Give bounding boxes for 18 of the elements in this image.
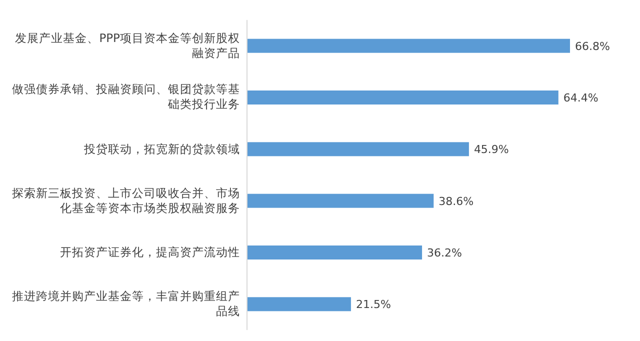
y-tick-label: 推进跨境并购产业基金等，丰富并购重组产品线 <box>11 289 240 320</box>
y-tick-label: 开拓资产证券化，提高资产流动性 <box>60 244 240 260</box>
bar <box>247 38 570 53</box>
data-label: 66.8% <box>575 40 610 53</box>
y-tick-label: 探索新三板投资、上市公司吸收合并、市场化基金等资本市场类股权融资服务 <box>11 186 240 216</box>
data-label: 38.6% <box>438 194 474 208</box>
data-label: 45.9% <box>474 143 509 156</box>
data-label: 64.4% <box>563 92 598 104</box>
data-label: 21.5% <box>356 298 391 312</box>
bar <box>247 194 434 208</box>
y-tick-label: 投贷联动，拓宽新的贷款领域 <box>84 142 240 157</box>
y-tick-label: 发展产业基金、PPP项目资本金等创新股权融资产品 <box>14 30 240 61</box>
y-tick-label: 做强债券承销、投融资顾问、银团贷款等基础类投行业务 <box>11 82 240 112</box>
bar <box>247 297 351 312</box>
bar <box>247 246 422 260</box>
data-label: 36.2% <box>427 246 462 260</box>
bar <box>247 142 469 156</box>
bar <box>247 90 558 104</box>
